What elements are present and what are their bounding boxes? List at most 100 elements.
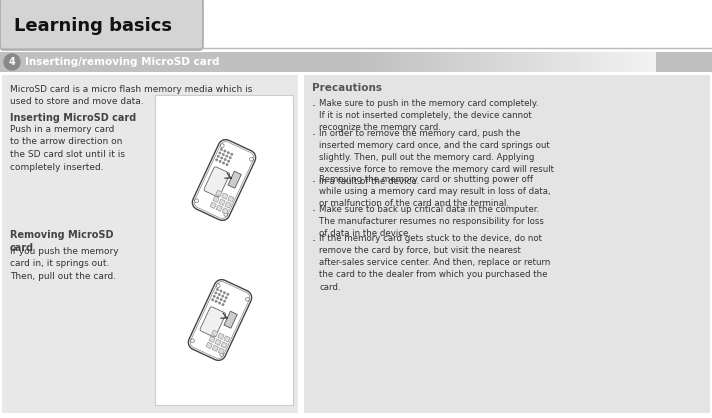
Bar — [573, 52, 575, 72]
Text: Make sure to back up critical data in the computer.
The manufacturer resumes no : Make sure to back up critical data in th… — [319, 204, 544, 238]
Bar — [371, 52, 372, 72]
Bar — [535, 52, 536, 72]
Bar — [490, 52, 491, 72]
Bar — [584, 52, 585, 72]
Bar — [474, 52, 476, 72]
Circle shape — [227, 160, 230, 163]
Bar — [401, 52, 402, 72]
Bar — [525, 52, 527, 72]
Bar — [2, 75, 298, 413]
Text: ·: · — [312, 235, 316, 248]
Bar — [437, 52, 439, 72]
Bar — [399, 52, 401, 72]
Bar — [359, 52, 360, 72]
Circle shape — [219, 290, 222, 293]
Bar — [572, 52, 573, 72]
Bar — [523, 52, 524, 72]
Polygon shape — [216, 205, 222, 212]
Bar — [417, 52, 419, 72]
Bar — [406, 52, 407, 72]
Bar — [386, 52, 387, 72]
Bar — [500, 52, 501, 72]
Polygon shape — [213, 196, 219, 202]
Bar — [524, 52, 525, 72]
Bar — [448, 52, 449, 72]
Bar — [585, 52, 587, 72]
Text: Inserting/removing MicroSD card: Inserting/removing MicroSD card — [25, 57, 219, 67]
Bar — [604, 52, 605, 72]
Bar — [646, 52, 647, 72]
Bar — [649, 52, 650, 72]
Bar — [473, 52, 474, 72]
Bar — [380, 52, 382, 72]
Bar — [471, 52, 473, 72]
Polygon shape — [224, 311, 237, 328]
Polygon shape — [216, 190, 222, 196]
Bar — [596, 52, 597, 72]
Bar — [367, 52, 368, 72]
Bar — [464, 52, 466, 72]
Bar — [531, 52, 533, 72]
Bar — [558, 52, 560, 72]
Bar — [483, 52, 485, 72]
Bar — [637, 52, 638, 72]
Bar — [508, 52, 509, 72]
Text: MicroSD card is a micro flash memory media which is
used to store and move data.: MicroSD card is a micro flash memory med… — [10, 85, 252, 107]
Bar — [608, 52, 609, 72]
Bar — [548, 52, 550, 72]
Circle shape — [218, 302, 221, 304]
Bar — [513, 52, 515, 72]
Bar — [597, 52, 599, 72]
Bar — [595, 52, 596, 72]
Bar — [627, 52, 629, 72]
Bar — [654, 52, 656, 72]
Bar — [512, 52, 513, 72]
Bar — [486, 52, 488, 72]
Bar — [540, 52, 542, 72]
Bar — [456, 52, 458, 72]
Bar — [434, 52, 436, 72]
Circle shape — [220, 156, 223, 159]
Bar — [463, 52, 464, 72]
Bar — [641, 52, 642, 72]
Bar — [429, 52, 431, 72]
Polygon shape — [211, 330, 218, 336]
Bar — [567, 52, 569, 72]
Bar — [439, 52, 440, 72]
Bar — [493, 52, 494, 72]
Bar — [569, 52, 570, 72]
Bar — [539, 52, 540, 72]
Text: Push in a memory card
to the arrow direction on
the SD card slot until it is
com: Push in a memory card to the arrow direc… — [10, 125, 125, 171]
Bar — [582, 52, 584, 72]
Bar — [647, 52, 649, 72]
Bar — [553, 52, 554, 72]
Bar — [436, 52, 437, 72]
Bar — [374, 52, 375, 72]
Bar — [412, 52, 413, 72]
Circle shape — [217, 155, 220, 158]
Bar — [409, 52, 410, 72]
Bar — [577, 52, 578, 72]
Bar — [398, 52, 399, 72]
Bar — [547, 52, 548, 72]
Bar — [382, 52, 383, 72]
Bar — [642, 52, 644, 72]
Bar — [482, 52, 483, 72]
Bar — [451, 52, 452, 72]
Text: 4: 4 — [9, 57, 16, 67]
Bar — [651, 52, 653, 72]
Circle shape — [213, 295, 216, 298]
Bar — [560, 52, 562, 72]
Bar — [356, 52, 357, 72]
Circle shape — [223, 291, 226, 294]
Bar — [605, 52, 607, 72]
Bar — [466, 52, 467, 72]
Bar — [590, 52, 592, 72]
Bar — [488, 52, 490, 72]
Bar — [550, 52, 551, 72]
Circle shape — [227, 151, 230, 154]
Bar — [419, 52, 421, 72]
Polygon shape — [222, 208, 229, 214]
Bar — [384, 52, 386, 72]
Circle shape — [231, 153, 234, 156]
